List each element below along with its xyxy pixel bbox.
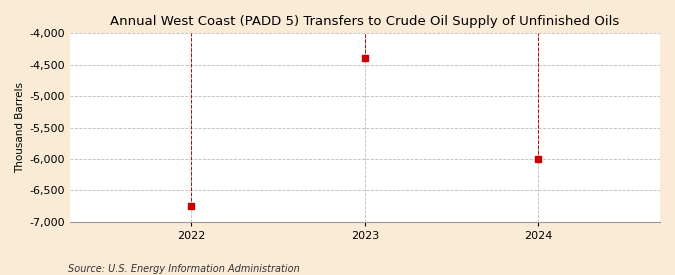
Point: [359, 56, 370, 61]
Text: Source: U.S. Energy Information Administration: Source: U.S. Energy Information Administ…: [68, 264, 299, 274]
Title: Annual West Coast (PADD 5) Transfers to Crude Oil Supply of Unfinished Oils: Annual West Coast (PADD 5) Transfers to …: [110, 15, 620, 28]
Point: [533, 157, 544, 161]
Y-axis label: Thousand Barrels: Thousand Barrels: [15, 82, 25, 173]
Point: [186, 204, 196, 208]
